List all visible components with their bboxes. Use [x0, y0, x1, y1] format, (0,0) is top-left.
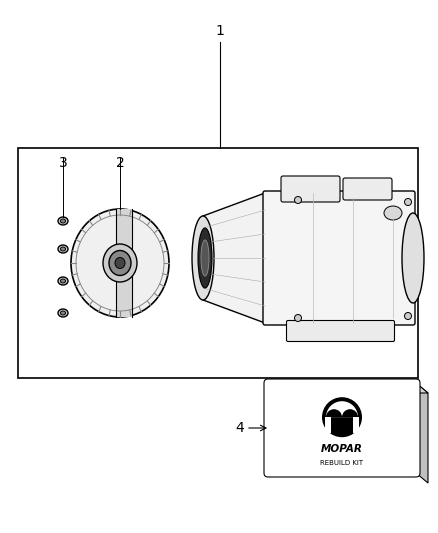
- Ellipse shape: [103, 244, 137, 282]
- FancyBboxPatch shape: [264, 379, 420, 477]
- Ellipse shape: [109, 251, 131, 276]
- Circle shape: [405, 198, 411, 206]
- Wedge shape: [342, 409, 358, 417]
- Text: MOPAR: MOPAR: [321, 443, 363, 454]
- Bar: [116, 209, 132, 317]
- Bar: [353, 417, 359, 433]
- Circle shape: [294, 314, 301, 321]
- Ellipse shape: [115, 257, 125, 269]
- Ellipse shape: [384, 206, 402, 220]
- Polygon shape: [268, 383, 428, 393]
- Wedge shape: [326, 401, 358, 417]
- Polygon shape: [416, 383, 428, 483]
- Ellipse shape: [58, 245, 68, 253]
- Bar: [325, 417, 331, 433]
- Bar: [18, 148, 418, 378]
- Text: REBUILD KIT: REBUILD KIT: [321, 460, 364, 466]
- FancyBboxPatch shape: [286, 320, 395, 342]
- Ellipse shape: [201, 240, 209, 276]
- FancyBboxPatch shape: [263, 191, 415, 325]
- FancyBboxPatch shape: [281, 176, 340, 202]
- Ellipse shape: [60, 279, 66, 283]
- Ellipse shape: [58, 277, 68, 285]
- Circle shape: [294, 197, 301, 204]
- Polygon shape: [203, 193, 265, 323]
- Text: 2: 2: [116, 156, 124, 170]
- Text: 1: 1: [215, 24, 224, 38]
- Ellipse shape: [192, 216, 214, 300]
- Ellipse shape: [58, 217, 68, 225]
- Ellipse shape: [60, 247, 66, 251]
- Ellipse shape: [58, 309, 68, 317]
- Circle shape: [405, 312, 411, 319]
- Ellipse shape: [71, 209, 169, 317]
- Wedge shape: [326, 409, 342, 417]
- Text: 4: 4: [235, 421, 244, 435]
- Circle shape: [322, 397, 362, 437]
- Ellipse shape: [402, 213, 424, 303]
- Ellipse shape: [198, 228, 212, 288]
- Ellipse shape: [60, 219, 66, 223]
- Ellipse shape: [60, 311, 66, 315]
- FancyBboxPatch shape: [343, 178, 392, 200]
- Text: 3: 3: [59, 156, 67, 170]
